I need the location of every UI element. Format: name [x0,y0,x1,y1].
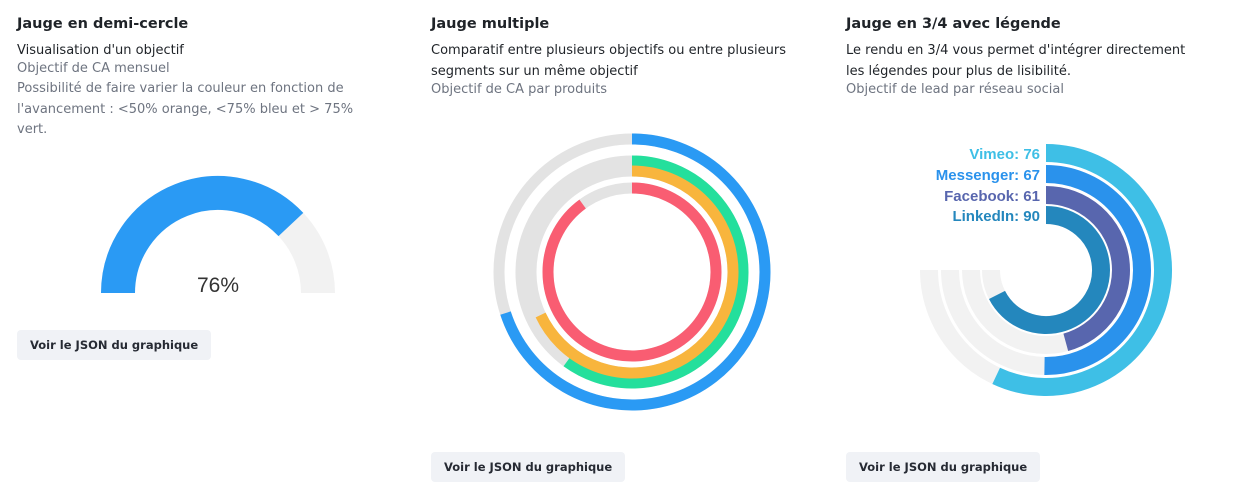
legend-label-facebook: Facebook: 61 [944,188,1040,205]
gauge-value-arc [101,176,304,294]
panel-description: Visualisation d'un objectif [17,43,184,58]
ring-value-arc-3 [535,165,739,379]
ring-value-arc-4 [542,182,722,362]
panel-title: Jauge en 3/4 avec légende [846,16,1061,32]
ring-value-arc-1 [500,133,771,411]
ring-value-arc-linkedin [988,206,1110,334]
panel-description: Comparatif entre plusieurs objectifs ou … [431,43,786,79]
panel-title: Jauge en demi-cercle [17,16,189,32]
view-json-button[interactable]: Voir le JSON du graphique [431,452,626,482]
legend-label-vimeo: Vimeo: 76 [969,146,1040,163]
panel-description: Le rendu en 3/4 vous permet d'intégrer d… [846,43,1186,79]
view-json-button[interactable]: Voir le JSON du graphique [846,452,1041,482]
ring-value-arc-2 [563,155,749,389]
panel-subtitle: Objectif de lead par réseau social [846,82,1064,97]
panel-semi-circle-gauge: Jauge en demi-cercle Visualisation d'un … [17,0,407,495]
semi-circle-gauge-chart: 76% [101,176,335,297]
legend-label-linkedin: LinkedIn: 90 [952,208,1040,225]
panel-three-quarter-gauge: Jauge en 3/4 avec légende Le rendu en 3/… [846,0,1236,495]
panel-note: Possibilité de faire varier la couleur e… [17,81,354,137]
multi-ring-gauge-chart [493,133,771,411]
gauge-value-label: 76% [197,274,239,297]
ring-value-arc-facebook [1045,186,1130,352]
panel-subtitle: Objectif de CA par produits [431,82,608,97]
panel-multi-gauge: Jauge multiple Comparatif entre plusieur… [431,0,821,495]
legend-label-messenger: Messenger: 67 [936,167,1040,184]
ring-value-arc-messenger [1044,165,1152,375]
three-quarter-gauge-chart: Vimeo: 76 Messenger: 67 Facebook: 61 Linked… [920,144,1172,396]
panel-subtitle: Objectif de CA mensuel [17,61,170,76]
view-json-button[interactable]: Voir le JSON du graphique [17,330,212,360]
panel-title: Jauge multiple [431,16,550,32]
ring-value-arc-vimeo [992,144,1172,396]
